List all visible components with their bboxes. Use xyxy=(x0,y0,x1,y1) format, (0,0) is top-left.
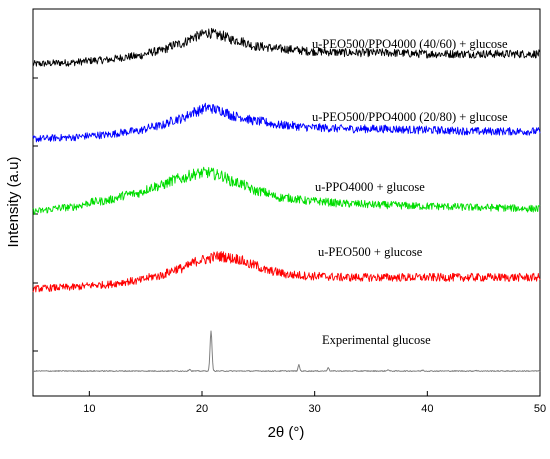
series-labels: u-PEO500/PPO4000 (40/60) + glucose u-PEO5… xyxy=(312,37,508,347)
y-axis-title: Intensity (a.u) xyxy=(5,157,22,248)
x-axis-ticks: 10 20 30 40 50 xyxy=(83,391,546,415)
series-label: u-PEO500/PPO4000 (40/60) + glucose xyxy=(312,37,508,51)
x-tick-label: 40 xyxy=(421,403,433,415)
x-axis-title: 2θ (°) xyxy=(268,424,305,441)
x-tick-label: 10 xyxy=(83,403,95,415)
series-line xyxy=(32,27,541,67)
series-line xyxy=(32,330,541,373)
series-label: u-PEO500/PPO4000 (20/80) + glucose xyxy=(312,110,508,124)
x-tick-label: 50 xyxy=(534,403,546,415)
series-layer xyxy=(32,27,541,373)
x-tick-label: 20 xyxy=(196,403,208,415)
series-label: u-PEO500 + glucose xyxy=(318,245,423,259)
series-line xyxy=(32,166,541,216)
x-tick-label: 30 xyxy=(309,403,321,415)
series-line xyxy=(32,251,541,293)
y-axis-ticks xyxy=(33,77,38,352)
plot-frame xyxy=(32,8,541,397)
series-label: Experimental glucose xyxy=(322,333,431,347)
series-line xyxy=(32,102,541,143)
series-label: u-PPO4000 + glucose xyxy=(315,180,425,194)
